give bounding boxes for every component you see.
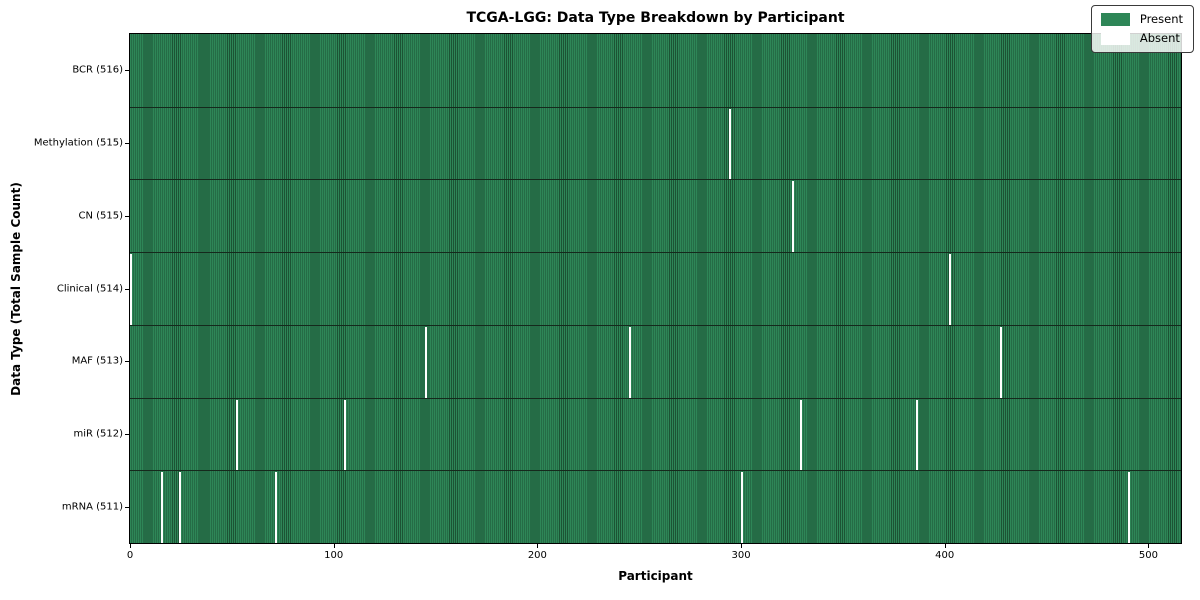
legend-entry-present: Present — [1100, 12, 1183, 26]
heatmap-row — [130, 397, 1181, 472]
x-tick-label: 0 — [126, 550, 134, 561]
absent-swatch — [1100, 32, 1130, 45]
legend: Present Absent — [1090, 5, 1194, 53]
absent-cell — [178, 472, 181, 543]
chart-title: TCGA-LGG: Data Type Breakdown by Partici… — [466, 10, 845, 26]
absent-cell — [235, 399, 238, 472]
x-tick-mark — [333, 544, 335, 548]
x-tick-label: 100 — [324, 550, 344, 561]
absent-cell — [274, 472, 277, 543]
y-tick-label: Clinical (514) — [56, 283, 123, 294]
x-tick-mark — [944, 544, 946, 548]
absent-cell — [800, 399, 803, 472]
y-tick-label: Methylation (515) — [33, 137, 123, 149]
legend-label-absent: Absent — [1139, 31, 1180, 45]
x-tick-label: 300 — [731, 550, 751, 561]
absent-cell — [629, 326, 632, 399]
x-tick-label: 500 — [1138, 550, 1158, 561]
x-tick-mark — [741, 544, 743, 548]
absent-cell — [791, 181, 794, 254]
absent-cell — [728, 108, 731, 181]
x-tick-mark — [1148, 544, 1150, 548]
heatmap-row — [130, 252, 1181, 326]
y-tick-mark — [125, 143, 129, 145]
legend-entry-absent: Absent — [1100, 31, 1183, 45]
legend-label-present: Present — [1139, 12, 1183, 26]
y-tick-mark — [125, 433, 129, 435]
y-tick-mark — [125, 70, 129, 72]
absent-cell — [948, 254, 951, 326]
absent-cell — [343, 399, 346, 472]
x-tick-label: 200 — [527, 550, 547, 561]
absent-cell — [160, 472, 163, 543]
y-tick-label: MAF (513) — [71, 355, 123, 367]
heatmap-row — [130, 34, 1181, 108]
x-tick-mark — [537, 544, 539, 548]
y-tick-label: miR (512) — [73, 428, 123, 440]
absent-cell — [999, 326, 1002, 399]
heatmap-plot — [129, 33, 1182, 544]
y-tick-mark — [125, 215, 129, 217]
heatmap-row — [130, 324, 1181, 399]
x-tick-label: 400 — [935, 550, 955, 561]
x-tick-mark — [130, 544, 131, 548]
x-axis-label: Participant — [618, 569, 693, 583]
heatmap-row — [130, 470, 1181, 543]
present-swatch — [1100, 13, 1130, 26]
absent-cell — [130, 254, 132, 326]
absent-cell — [425, 326, 428, 399]
y-tick-mark — [125, 361, 129, 363]
y-tick-label: BCR (516) — [72, 64, 123, 76]
y-tick-mark — [125, 506, 129, 508]
heatmap-row — [130, 179, 1181, 254]
y-tick-label: mRNA (511) — [61, 501, 123, 513]
y-tick-label: CN (515) — [78, 210, 123, 222]
y-tick-mark — [125, 288, 129, 290]
absent-cell — [741, 472, 744, 543]
heatmap-row — [130, 106, 1181, 181]
absent-cell — [916, 399, 919, 472]
absent-cell — [1128, 472, 1131, 543]
